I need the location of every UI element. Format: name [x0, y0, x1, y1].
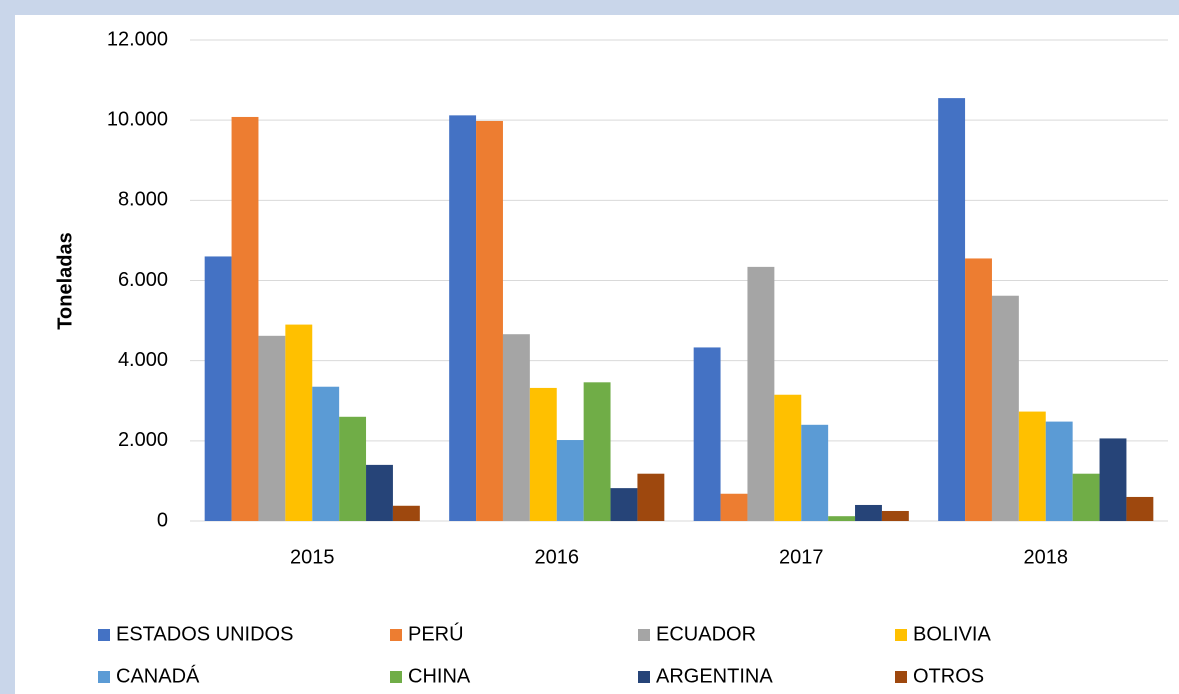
legend-label: ECUADOR: [656, 623, 756, 645]
legend-swatch: [638, 629, 650, 641]
bar: [610, 488, 638, 521]
bar: [881, 510, 909, 521]
bar: [1099, 438, 1127, 521]
legend-label: CANADÁ: [116, 664, 200, 687]
legend-label: BOLIVIA: [913, 623, 991, 645]
bar: [991, 295, 1019, 521]
bar: [774, 394, 802, 521]
legend-label: ESTADOS UNIDOS: [116, 623, 293, 645]
bar: [366, 464, 393, 521]
bar: [1072, 473, 1100, 521]
x-tick-label: 2018: [1024, 546, 1069, 568]
legend-swatch: [638, 671, 650, 683]
bar: [1018, 411, 1046, 521]
x-tick-label: 2015: [290, 546, 335, 568]
bar: [938, 98, 966, 521]
bar: [258, 335, 286, 521]
bar: [1045, 421, 1073, 521]
bar: [285, 324, 313, 521]
y-tick-label: 2.000: [118, 429, 168, 451]
bar: [583, 382, 611, 521]
legend-label: ARGENTINA: [656, 665, 773, 687]
legend-label: OTROS: [913, 665, 984, 687]
x-tick-label: 2016: [535, 546, 580, 568]
legend-swatch: [98, 671, 110, 683]
y-tick-label: 0: [157, 509, 168, 531]
bar: [556, 440, 584, 521]
y-tick-label: 4.000: [118, 349, 168, 371]
bar: [828, 516, 856, 521]
bar: [392, 505, 420, 521]
bar: [1126, 496, 1154, 521]
bar: [476, 120, 503, 522]
legend-label: PERÚ: [408, 622, 464, 645]
bar: [720, 493, 748, 521]
bar: [449, 115, 477, 522]
bar: [231, 116, 259, 522]
bar: [204, 256, 232, 521]
x-tick-label: 2017: [779, 546, 824, 568]
y-axis-label: Toneladas: [54, 232, 76, 329]
bar: [339, 416, 367, 521]
bar: [801, 424, 829, 521]
y-tick-label: 10.000: [107, 108, 168, 130]
bar: [693, 347, 721, 521]
bar: [312, 386, 340, 521]
legend-swatch: [895, 671, 907, 683]
legend-swatch: [98, 629, 110, 641]
legend-label: CHINA: [408, 665, 471, 687]
bar: [747, 266, 775, 521]
y-tick-label: 8.000: [118, 189, 168, 211]
bar: [965, 258, 992, 521]
bar: [502, 334, 530, 521]
y-tick-label: 12.000: [107, 28, 168, 50]
legend-swatch: [390, 671, 402, 683]
bar: [855, 504, 882, 521]
bar: [637, 473, 665, 521]
legend-swatch: [390, 629, 402, 641]
legend-swatch: [895, 629, 907, 641]
y-tick-label: 6.000: [118, 269, 168, 291]
bar: [529, 387, 557, 521]
